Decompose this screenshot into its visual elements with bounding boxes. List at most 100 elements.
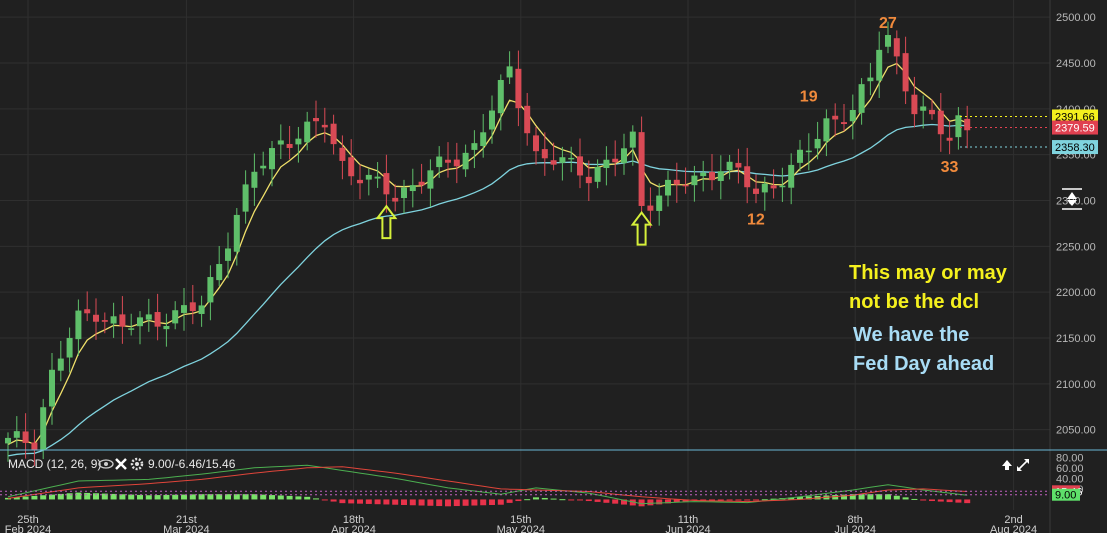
price-badge-text: 2379.59: [1055, 123, 1095, 135]
candle-body: [22, 431, 29, 443]
candle-body: [128, 328, 135, 330]
ema-slow-line: [7, 123, 968, 457]
annotation-number: 12: [747, 211, 765, 228]
candle-body: [348, 157, 355, 177]
macd-histogram-bar: [233, 494, 240, 500]
candle-body: [313, 118, 319, 122]
close-icon[interactable]: [115, 458, 127, 470]
macd-histogram-bar: [867, 494, 874, 500]
candle-body: [735, 162, 742, 168]
macd-histogram-bar: [744, 499, 751, 501]
expand-icon[interactable]: [1017, 459, 1029, 471]
candle-body: [885, 35, 891, 47]
candle-body: [198, 305, 205, 314]
candle-body: [304, 121, 311, 143]
macd-histogram-bar: [31, 495, 38, 500]
candle-body: [163, 325, 170, 330]
macd-histogram-bar: [524, 499, 531, 501]
y-tick-label: 2450.00: [1056, 58, 1096, 70]
candle-body: [911, 94, 918, 115]
candle-body: [409, 185, 416, 192]
macd-histogram-bar: [181, 494, 187, 500]
price-badge: [1052, 109, 1098, 124]
x-tick-month: Jun 2024: [665, 524, 710, 533]
x-tick-month: Apr 2024: [331, 524, 376, 533]
macd-histogram-bar: [321, 499, 328, 501]
macd-histogram-bar: [75, 492, 82, 500]
macd-histogram-bar: [137, 494, 143, 500]
macd-histogram-bar: [876, 494, 883, 500]
macd-histogram-bar: [929, 499, 935, 502]
x-tick-month: Feb 2024: [5, 524, 51, 533]
macd-histogram-bar: [858, 494, 865, 500]
x-tick-month: Aug 2024: [990, 524, 1037, 533]
macd-histogram-bar: [427, 499, 434, 506]
candle-body: [269, 148, 275, 170]
macd-histogram-bar: [841, 494, 847, 500]
macd-histogram-bar: [409, 499, 416, 506]
candle-body: [867, 77, 874, 82]
macd-histogram-bar: [937, 499, 944, 502]
candle-body: [497, 79, 504, 114]
macd-y-tick: 80.00: [1056, 452, 1084, 464]
up-arrow-marker: [630, 210, 653, 246]
candle-body: [744, 166, 751, 188]
arrow-up-icon[interactable]: [1002, 460, 1012, 470]
y-tick-label: 2300.00: [1056, 196, 1096, 208]
macd-histogram-bar: [286, 495, 293, 500]
candle-body: [691, 175, 698, 186]
gear-icon[interactable]: [130, 457, 144, 471]
candle-body: [603, 159, 610, 169]
eye-icon[interactable]: [98, 459, 114, 469]
candle-body: [225, 248, 231, 261]
macd-histogram-bar: [920, 499, 927, 501]
candle-body: [5, 437, 11, 444]
candle-body: [93, 314, 99, 322]
candle-body: [339, 147, 346, 161]
macd-histogram-bar: [753, 499, 759, 501]
axis-drag-handle[interactable]: [1062, 188, 1082, 210]
macd-histogram-bar: [374, 499, 381, 505]
macd-histogram-bar: [277, 495, 284, 500]
signal-line: [7, 466, 968, 503]
macd-histogram-bar: [497, 499, 504, 505]
macd-histogram-bar: [189, 494, 196, 500]
candle-body: [893, 38, 900, 57]
macd-histogram-bar: [93, 493, 99, 500]
macd-histogram-bar: [629, 499, 636, 506]
macd-histogram-bar: [471, 499, 478, 506]
candle-body: [761, 183, 768, 193]
candle-body: [506, 66, 513, 78]
price-badge: [1052, 140, 1098, 155]
macd-y-tick: 40.00: [1056, 473, 1084, 485]
candle-body: [805, 150, 812, 153]
macd-histogram-bar: [700, 499, 707, 501]
candle-body: [251, 171, 258, 188]
macd-histogram-bar: [330, 499, 337, 502]
candle-body: [717, 171, 724, 182]
candle-body: [453, 159, 460, 167]
markers: 27 19 12 33: [375, 15, 958, 246]
macd-histogram-bar: [585, 499, 592, 502]
macd-histogram-bar: [761, 499, 768, 501]
candle-body: [559, 157, 566, 163]
macd-histogram-bar: [902, 497, 909, 500]
candle-body: [462, 152, 469, 170]
candle-body: [665, 179, 671, 196]
candle-body: [629, 131, 636, 148]
candle-body: [929, 109, 935, 115]
candle-body: [902, 53, 909, 92]
macd-histogram-bar: [110, 493, 117, 500]
candle-body: [383, 173, 390, 195]
macd-histogram-bar: [198, 494, 205, 500]
macd-histogram-bar: [66, 493, 73, 500]
macd-histogram-bar: [797, 496, 803, 500]
macd-histogram-bar: [665, 499, 671, 504]
y-tick-label: 2150.00: [1056, 333, 1096, 345]
x-tick-month: May 2024: [497, 524, 545, 533]
candle-body: [937, 110, 944, 135]
